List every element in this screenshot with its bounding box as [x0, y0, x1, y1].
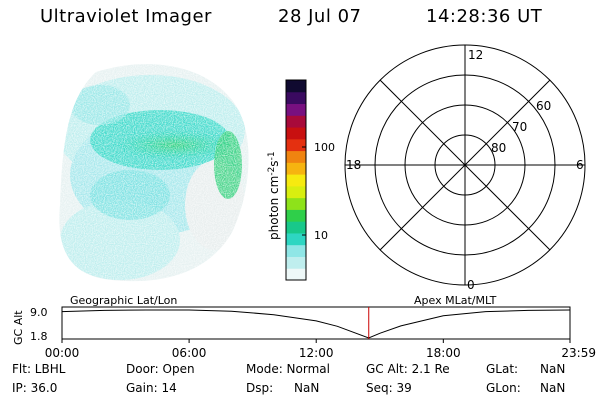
colorbar-swatch — [286, 221, 306, 234]
colorbar-swatch — [286, 138, 306, 152]
colorbar-frame — [285, 79, 307, 281]
colorbar-swatch — [286, 209, 306, 222]
mlat-label-80: 80 — [491, 141, 506, 155]
mlt-label-12: 12 — [468, 48, 483, 62]
orbit-xtick-label: 18:00 — [426, 346, 461, 360]
colorbar-swatch — [286, 256, 306, 269]
orbit-xtick-label: 23:59 — [561, 346, 596, 360]
instrument-title: Ultraviolet Imager — [40, 6, 212, 27]
glon-label: GLon: — [486, 381, 521, 395]
mlt-label-6: 6 — [576, 158, 584, 172]
orbit-xtick-label: 00:00 — [45, 346, 80, 360]
colorbar-tick-100: 100 — [314, 141, 335, 154]
mlt-line-diag-2 — [379, 79, 551, 251]
colorbar-swatch — [286, 103, 306, 116]
colorbar-swatch — [286, 185, 306, 199]
colorbar-swatch — [286, 162, 306, 175]
colorbar-tick-10: 10 — [314, 229, 328, 242]
orbit-xticks — [61, 339, 571, 343]
ip-info: IP: 36.0 — [12, 381, 58, 395]
image-date: 28 Jul 07 — [278, 6, 362, 27]
colorbar — [285, 79, 307, 281]
colorbar-swatch — [286, 174, 306, 187]
glat-label: GLat: — [486, 362, 519, 376]
mode-info: Mode: Normal — [246, 362, 330, 376]
mlt-label-18: 18 — [346, 158, 361, 172]
colorbar-swatch — [286, 80, 306, 93]
colorbar-swatch — [286, 115, 306, 128]
orbit-xlabels: 00:00 06:00 12:00 18:00 23:59 — [45, 346, 596, 360]
gain-info: Gain: 14 — [126, 381, 177, 395]
colorbar-swatch — [286, 197, 306, 210]
orbit-ytick-9: 9.0 — [30, 306, 48, 319]
colorbar-swatch — [286, 127, 306, 140]
auroral-image — [59, 64, 249, 282]
colorbar-swatch — [286, 268, 306, 281]
orbit-left-title: Geographic Lat/Lon — [70, 294, 177, 307]
orbit-xtick-label: 06:00 — [172, 346, 207, 360]
gcalt-info: GC Alt: 2.1 Re — [366, 362, 450, 376]
orbit-altitude-line — [61, 309, 571, 339]
orbit-ylabel: GC Alt — [12, 310, 25, 345]
orbit-xtick-label: 12:00 — [299, 346, 334, 360]
mlat-label-60: 60 — [536, 99, 551, 113]
glat-value: NaN — [540, 362, 566, 376]
mlat-label-70: 70 — [512, 120, 527, 134]
colorbar-label: photon cm-2s-1 — [267, 151, 281, 240]
glon-value: NaN — [540, 381, 566, 395]
mlt-label-0: 0 — [467, 278, 475, 292]
dsp-label: Dsp: — [246, 381, 274, 395]
orbit-ytick-1-8: 1.8 — [30, 330, 48, 343]
filter-info: Flt: LBHL — [12, 362, 66, 376]
colorbar-swatch — [286, 150, 306, 163]
image-time: 14:28:36 UT — [426, 6, 543, 27]
seq-info: Seq: 39 — [366, 381, 412, 395]
door-info: Door: Open — [126, 362, 195, 376]
colorbar-swatch — [286, 91, 306, 105]
orbit-right-title: Apex MLat/MLT — [414, 294, 497, 307]
colorbar-swatch — [286, 232, 306, 246]
colorbar-swatch — [286, 244, 306, 257]
dsp-value: NaN — [294, 381, 320, 395]
polar-grid — [344, 44, 586, 286]
